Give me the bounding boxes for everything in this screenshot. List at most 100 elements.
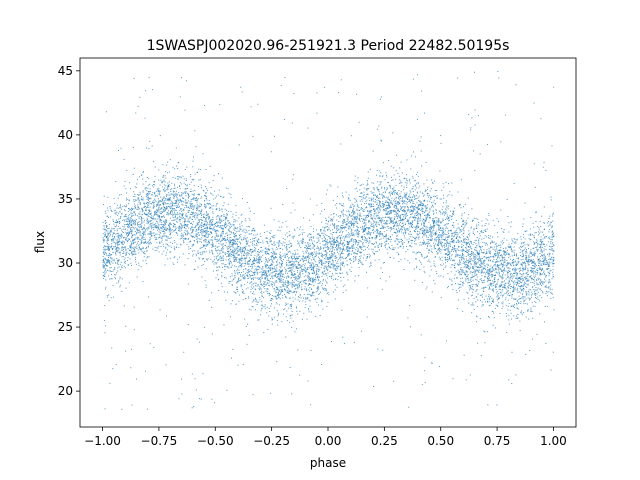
data-point <box>438 222 440 224</box>
data-point <box>492 255 494 257</box>
data-point <box>199 179 201 181</box>
data-point <box>174 216 176 218</box>
data-point <box>461 270 463 272</box>
data-point <box>315 255 317 257</box>
data-point <box>261 277 263 279</box>
data-point <box>486 244 488 246</box>
data-point <box>396 220 398 222</box>
data-point <box>308 299 310 301</box>
data-point <box>249 245 251 247</box>
data-point <box>333 243 335 245</box>
data-point <box>270 207 272 209</box>
data-point <box>342 250 344 252</box>
data-point <box>364 225 366 227</box>
data-point <box>512 290 514 292</box>
data-point <box>325 256 327 258</box>
data-point <box>332 291 334 293</box>
data-point <box>323 255 325 256</box>
data-point <box>159 200 161 202</box>
data-point <box>398 261 400 263</box>
data-point <box>245 220 247 222</box>
data-point <box>192 226 194 228</box>
data-point <box>532 282 534 284</box>
data-point <box>452 214 454 216</box>
data-point <box>198 257 200 259</box>
data-point <box>105 233 107 235</box>
data-point <box>165 235 167 237</box>
data-point <box>141 237 143 239</box>
data-point <box>544 237 546 239</box>
data-point <box>534 251 536 253</box>
data-point <box>540 249 542 251</box>
data-point <box>340 240 342 242</box>
data-point <box>388 207 390 209</box>
data-point <box>532 247 534 249</box>
data-point <box>163 197 165 199</box>
data-point <box>509 273 511 275</box>
data-point <box>151 194 153 196</box>
data-point <box>378 189 380 191</box>
data-point <box>159 213 161 215</box>
data-point <box>159 217 161 219</box>
data-point <box>201 265 203 267</box>
data-point <box>534 267 535 269</box>
data-point <box>182 204 184 206</box>
data-point <box>516 239 518 241</box>
data-point <box>193 269 195 271</box>
data-point <box>550 292 552 294</box>
data-point <box>359 246 361 248</box>
data-point <box>136 238 138 240</box>
data-point <box>479 266 481 268</box>
data-point <box>521 277 523 279</box>
data-point <box>424 214 426 216</box>
data-point <box>515 242 517 244</box>
data-point <box>492 269 494 271</box>
data-point <box>442 245 444 247</box>
data-point <box>202 373 204 375</box>
data-point <box>404 194 406 196</box>
data-point <box>522 298 524 300</box>
data-point <box>423 239 425 241</box>
data-point <box>491 303 493 305</box>
data-point <box>521 250 523 252</box>
data-point <box>481 262 483 264</box>
data-point <box>283 288 285 290</box>
data-point <box>251 284 253 286</box>
data-point <box>445 208 447 210</box>
data-point <box>239 223 241 225</box>
data-point <box>304 286 306 288</box>
data-point <box>447 251 449 253</box>
data-point <box>526 274 528 276</box>
data-point <box>453 246 455 248</box>
data-point <box>187 210 189 212</box>
data-point <box>323 265 325 267</box>
data-point <box>355 241 357 243</box>
data-point <box>333 242 335 244</box>
data-point <box>407 199 409 201</box>
data-point <box>126 225 128 227</box>
data-point <box>340 269 342 271</box>
data-point <box>163 215 165 217</box>
data-point <box>548 291 550 293</box>
data-point <box>371 192 373 194</box>
data-point <box>112 251 114 253</box>
data-point <box>370 225 372 227</box>
data-point <box>442 202 444 204</box>
data-point <box>247 240 249 242</box>
data-point <box>332 199 334 201</box>
data-point <box>236 220 238 222</box>
data-point <box>218 207 220 209</box>
data-point <box>433 263 435 265</box>
data-point <box>346 271 348 273</box>
data-point <box>247 242 249 244</box>
data-point <box>160 237 162 239</box>
data-point <box>116 204 118 206</box>
data-point <box>248 268 250 270</box>
data-point <box>526 293 528 295</box>
data-point <box>228 262 230 264</box>
data-point <box>238 266 240 268</box>
data-point <box>410 155 412 157</box>
data-point <box>422 232 423 234</box>
data-point <box>414 208 416 210</box>
data-point <box>291 264 293 266</box>
